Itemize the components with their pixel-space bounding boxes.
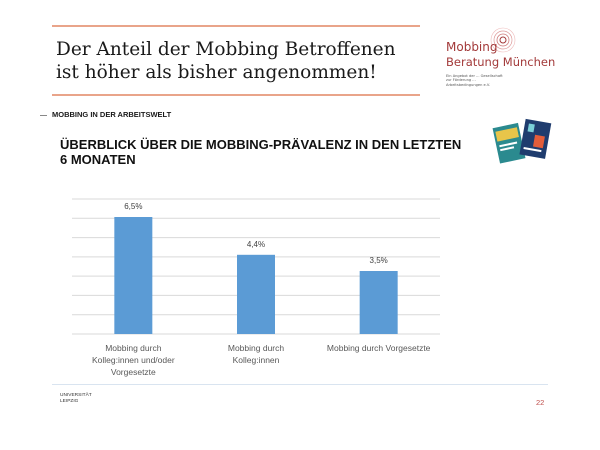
category-label-3-line-1: Mobbing durch Vorgesetzte xyxy=(327,343,431,353)
chart-bars xyxy=(114,217,398,334)
chart-heading-line1: ÜBERBLICK ÜBER DIE MOBBING-PRÄVALENZ IN … xyxy=(60,137,462,152)
slide-title: Der Anteil der Mobbing Betroffenen ist h… xyxy=(56,38,426,84)
bar-1 xyxy=(114,217,153,334)
section-dash xyxy=(40,115,47,116)
chart-category-labels: Mobbing durch Kolleg:innen und/oder Vorges… xyxy=(92,343,431,377)
logo-subtext: Ein Angebot der ... Gesellschaft zur För… xyxy=(446,74,503,87)
data-label-1: 6,5% xyxy=(124,202,142,211)
university-line1: UNIVERSITÄT xyxy=(60,393,92,398)
footer-rule xyxy=(52,384,548,385)
category-label-1-line-3: Vorgesetzte xyxy=(111,367,156,377)
title-top-rule xyxy=(52,25,420,27)
category-label-2-line-2: Kolleg:innen xyxy=(233,355,280,365)
category-label-1-line-2: Kolleg:innen und/oder xyxy=(92,355,175,365)
university-line2: LEIPZIG xyxy=(60,398,79,404)
chart-heading: ÜBERBLICK ÜBER DIE MOBBING-PRÄVALENZ IN … xyxy=(60,137,490,167)
booklet-covers-image xyxy=(492,118,552,164)
slide-title-line2: ist höher als bisher angenommen! xyxy=(56,62,377,83)
logo-text-line1: Mobbing xyxy=(446,40,498,54)
spiral-icon xyxy=(490,27,516,53)
page-number: 22 xyxy=(536,398,545,407)
bar-2 xyxy=(237,254,275,334)
category-label-2-line-1: Mobbing durch xyxy=(228,343,285,353)
data-label-2: 4,4% xyxy=(247,240,265,249)
mobbing-beratung-logo: Mobbing Beratung München Ein Angebot der… xyxy=(440,27,570,90)
university-logo: UNIVERSITÄT LEIPZIG xyxy=(60,393,92,404)
slide-title-line1: Der Anteil der Mobbing Betroffenen xyxy=(56,39,396,60)
bar-3 xyxy=(359,271,398,334)
section-label: MOBBING IN DER ARBEITSWELT xyxy=(52,110,172,119)
chart-data-labels: 6,5% 4,4% 3,5% xyxy=(124,202,388,265)
logo-text-line2: Beratung München xyxy=(446,55,556,69)
chart-heading-line2: 6 MONATEN xyxy=(60,152,136,167)
title-bottom-rule xyxy=(52,94,420,96)
data-label-3: 3,5% xyxy=(370,256,388,265)
category-label-1-line-1: Mobbing durch xyxy=(105,343,162,353)
